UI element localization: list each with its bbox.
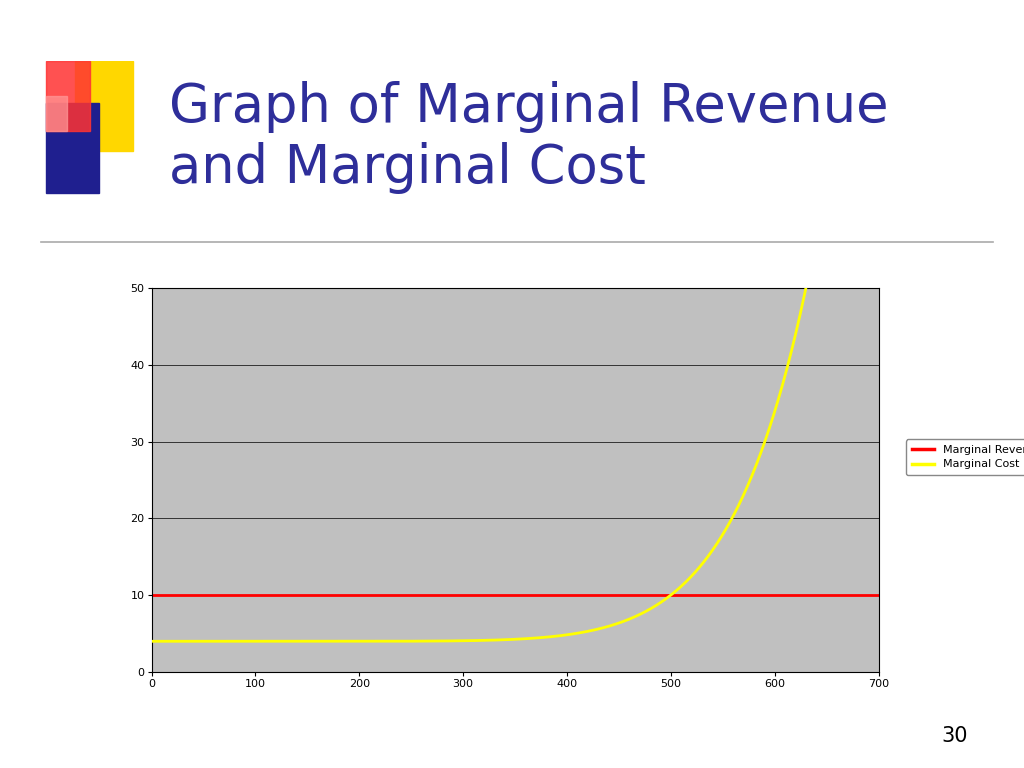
- Marginal Cost: [592, 624, 604, 634]
- Marginal Cost: [183, 637, 196, 646]
- Legend: Marginal Revenue, Marginal Cost: Marginal Revenue, Marginal Cost: [906, 439, 1024, 475]
- Marginal Cost: [800, 283, 812, 293]
- Text: 30: 30: [941, 727, 968, 746]
- Marginal Cost: [145, 637, 158, 646]
- Text: Graph of Marginal Revenue: Graph of Marginal Revenue: [169, 81, 889, 133]
- Bar: [46, 61, 90, 131]
- Marginal Cost: [413, 637, 425, 646]
- Marginal Revenue: [146, 591, 159, 600]
- Marginal Cost: [390, 637, 402, 646]
- Marginal Cost: [285, 637, 297, 646]
- Marginal Cost: [416, 637, 428, 646]
- Marginal Revenue: [145, 591, 158, 600]
- Bar: [75, 61, 133, 151]
- Line: Marginal Cost: Marginal Cost: [152, 288, 806, 641]
- Bar: [46, 103, 99, 193]
- Text: and Marginal Cost: and Marginal Cost: [169, 142, 646, 194]
- Bar: [46, 96, 68, 131]
